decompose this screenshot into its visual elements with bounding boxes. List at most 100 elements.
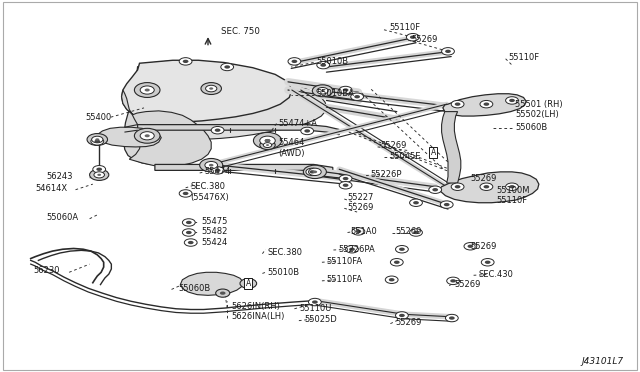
- Text: 55424: 55424: [202, 238, 228, 247]
- Circle shape: [481, 259, 494, 266]
- Circle shape: [445, 50, 451, 53]
- Text: (55476X): (55476X): [191, 193, 230, 202]
- Text: 5626IN(RH): 5626IN(RH): [232, 302, 280, 311]
- Circle shape: [447, 277, 460, 285]
- Circle shape: [292, 60, 298, 63]
- Circle shape: [301, 127, 314, 135]
- Text: 55110FA: 55110FA: [326, 257, 362, 266]
- Circle shape: [506, 97, 518, 104]
- Circle shape: [312, 300, 317, 304]
- Text: SEC.430: SEC.430: [479, 270, 513, 279]
- Text: 55110F: 55110F: [496, 196, 527, 205]
- Circle shape: [356, 230, 362, 233]
- Circle shape: [433, 188, 438, 191]
- Text: 56243: 56243: [46, 172, 72, 181]
- Circle shape: [506, 183, 518, 190]
- Circle shape: [145, 89, 150, 92]
- Circle shape: [205, 161, 218, 169]
- Circle shape: [184, 239, 197, 246]
- Circle shape: [346, 246, 358, 253]
- Circle shape: [87, 134, 108, 145]
- Circle shape: [261, 137, 274, 144]
- Circle shape: [266, 144, 269, 146]
- Text: 55060B: 55060B: [515, 123, 547, 132]
- Circle shape: [339, 175, 352, 182]
- Circle shape: [485, 260, 491, 264]
- Polygon shape: [440, 172, 539, 203]
- Circle shape: [339, 86, 352, 94]
- Text: 55474: 55474: [205, 167, 231, 176]
- Text: 55060A: 55060A: [46, 213, 78, 222]
- Circle shape: [186, 231, 192, 234]
- Polygon shape: [122, 90, 211, 167]
- Circle shape: [265, 139, 270, 142]
- Circle shape: [389, 278, 394, 281]
- Circle shape: [134, 83, 160, 97]
- Text: J43101L7: J43101L7: [582, 357, 624, 366]
- Circle shape: [396, 312, 408, 319]
- Text: 55110FA: 55110FA: [326, 275, 362, 284]
- Circle shape: [449, 316, 454, 320]
- Circle shape: [442, 48, 454, 55]
- Text: SEC.380: SEC.380: [268, 248, 303, 257]
- Text: 5626INA(LH): 5626INA(LH): [232, 312, 285, 321]
- Circle shape: [321, 90, 324, 92]
- Circle shape: [186, 221, 192, 224]
- Circle shape: [444, 203, 449, 206]
- Circle shape: [317, 87, 328, 94]
- Circle shape: [215, 169, 220, 172]
- Circle shape: [351, 93, 364, 100]
- Circle shape: [209, 87, 213, 90]
- Circle shape: [179, 190, 192, 197]
- Text: (AWD): (AWD): [278, 149, 305, 158]
- Circle shape: [97, 167, 102, 171]
- Circle shape: [396, 246, 408, 253]
- Circle shape: [303, 165, 326, 179]
- Circle shape: [410, 199, 422, 206]
- Text: 54614X: 54614X: [35, 185, 67, 193]
- Circle shape: [410, 229, 422, 236]
- Circle shape: [480, 183, 493, 190]
- Circle shape: [312, 170, 317, 173]
- Polygon shape: [157, 71, 326, 140]
- Polygon shape: [443, 94, 526, 116]
- Circle shape: [179, 58, 192, 65]
- Circle shape: [310, 170, 315, 173]
- Text: SEC. 750: SEC. 750: [221, 27, 260, 36]
- Circle shape: [352, 228, 365, 235]
- Circle shape: [183, 60, 188, 63]
- Circle shape: [215, 128, 220, 132]
- Text: 55227: 55227: [347, 193, 373, 202]
- Circle shape: [97, 174, 101, 176]
- Circle shape: [317, 61, 330, 69]
- Circle shape: [413, 231, 419, 234]
- Text: 55025D: 55025D: [304, 315, 337, 324]
- Text: 55110F: 55110F: [389, 23, 420, 32]
- Circle shape: [200, 158, 223, 172]
- Circle shape: [201, 83, 221, 94]
- Circle shape: [308, 168, 321, 176]
- Circle shape: [288, 58, 301, 65]
- Text: 55100M: 55100M: [496, 186, 529, 195]
- Circle shape: [410, 35, 416, 39]
- Circle shape: [399, 314, 405, 317]
- Text: 55269: 55269: [411, 35, 437, 44]
- Circle shape: [440, 201, 453, 208]
- Circle shape: [221, 63, 234, 71]
- Circle shape: [211, 126, 224, 134]
- Circle shape: [454, 185, 461, 188]
- Polygon shape: [122, 60, 292, 122]
- Text: 55110U: 55110U: [300, 304, 332, 312]
- Circle shape: [484, 185, 489, 188]
- Text: 55400: 55400: [86, 113, 112, 122]
- Text: 55482: 55482: [202, 227, 228, 236]
- Text: 55475: 55475: [202, 217, 228, 226]
- Text: 55226P: 55226P: [370, 170, 401, 179]
- Text: A: A: [431, 148, 436, 157]
- Polygon shape: [138, 125, 339, 135]
- Circle shape: [211, 167, 224, 174]
- Text: 56230: 56230: [33, 266, 60, 275]
- Circle shape: [92, 136, 103, 143]
- Circle shape: [399, 248, 405, 251]
- Circle shape: [467, 245, 474, 248]
